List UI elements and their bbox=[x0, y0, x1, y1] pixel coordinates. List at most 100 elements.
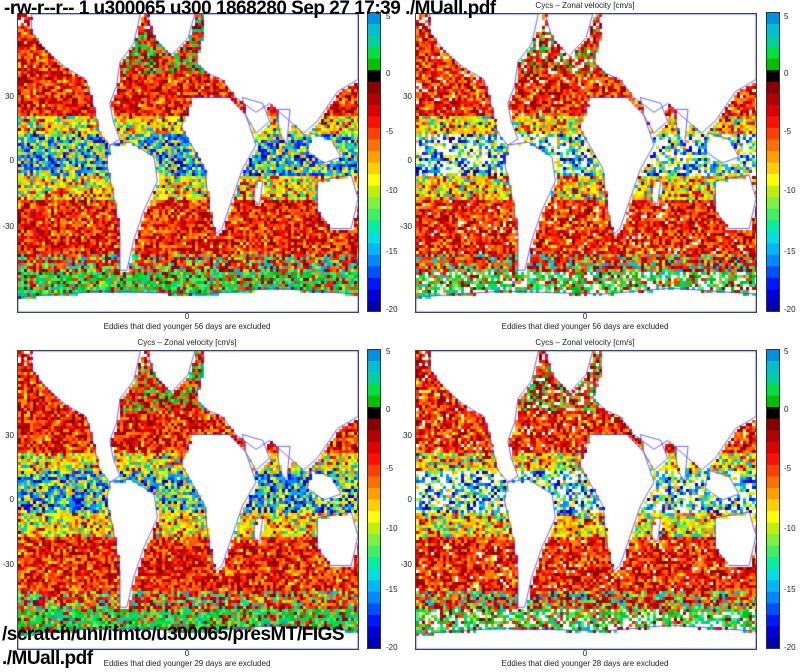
colorbar-swatch bbox=[766, 579, 780, 592]
colorbar-tick: -5 bbox=[386, 464, 394, 473]
colorbar-swatch bbox=[766, 625, 780, 638]
colorbar-tick: -15 bbox=[784, 247, 796, 256]
x-tick-label: 0 bbox=[582, 649, 588, 658]
colorbar-tick: -10 bbox=[784, 186, 796, 195]
colorbar-swatch bbox=[766, 127, 780, 140]
y-tick-label: -30 bbox=[2, 560, 14, 569]
y-tick-label: 0 bbox=[407, 495, 412, 504]
velocity-map bbox=[17, 13, 359, 313]
colorbar-swatch bbox=[766, 150, 780, 163]
x-tick-label: 0 bbox=[184, 312, 190, 321]
file-path-line2: ./MUall.pdf bbox=[2, 648, 93, 669]
colorbar-swatch bbox=[766, 360, 780, 373]
colorbar-swatch bbox=[766, 196, 780, 209]
colorbar-swatch bbox=[766, 288, 780, 301]
colorbar-swatch bbox=[367, 349, 381, 362]
colorbar-swatch bbox=[367, 58, 381, 71]
y-tick-label: 30 bbox=[5, 92, 14, 101]
colorbar-swatch bbox=[766, 12, 780, 25]
colorbar-tick: 0 bbox=[784, 405, 789, 414]
colorbar-swatch bbox=[766, 499, 780, 512]
colorbar-swatch bbox=[367, 510, 381, 523]
colorbar-swatch bbox=[367, 602, 381, 615]
y-tick-label: 0 bbox=[9, 156, 14, 165]
colorbar-tick: 5 bbox=[784, 347, 789, 356]
colorbar-swatch bbox=[367, 265, 381, 278]
colorbar-tick: -10 bbox=[784, 524, 796, 533]
panel-title: Cycs – Zonal velocity [cm/s] bbox=[535, 1, 635, 10]
colorbar-swatch bbox=[766, 395, 780, 408]
colorbar-swatch bbox=[766, 545, 780, 558]
colorbar-swatch bbox=[766, 104, 780, 117]
colorbar-swatch bbox=[367, 568, 381, 581]
colorbar-swatch bbox=[766, 242, 780, 255]
colorbar bbox=[367, 349, 381, 649]
panel-title: Cycs – Zonal velocity [cm/s] bbox=[137, 338, 237, 347]
colorbar-swatch bbox=[766, 429, 780, 442]
y-tick-label: 0 bbox=[407, 156, 412, 165]
colorbar-swatch bbox=[367, 614, 381, 627]
colorbar-swatch bbox=[367, 127, 381, 140]
colorbar-tick: -20 bbox=[784, 305, 796, 314]
colorbar-swatch bbox=[367, 475, 381, 488]
colorbar bbox=[766, 349, 780, 649]
colorbar-swatch bbox=[367, 429, 381, 442]
x-tick-label: 0 bbox=[184, 649, 190, 658]
colorbar-swatch bbox=[367, 591, 381, 604]
colorbar-swatch bbox=[766, 510, 780, 523]
colorbar-swatch bbox=[367, 162, 381, 175]
colorbar-swatch bbox=[766, 452, 780, 465]
colorbar-swatch bbox=[766, 475, 780, 488]
colorbar bbox=[766, 12, 780, 312]
colorbar-swatch bbox=[367, 185, 381, 198]
colorbar-tick: -20 bbox=[386, 643, 398, 652]
colorbar-swatch bbox=[766, 231, 780, 244]
colorbar-swatch bbox=[367, 395, 381, 408]
colorbar-swatch bbox=[367, 418, 381, 431]
colorbar-tick: 0 bbox=[784, 69, 789, 78]
colorbar-swatch bbox=[766, 406, 780, 419]
colorbar-swatch bbox=[766, 81, 780, 94]
colorbar-swatch bbox=[766, 46, 780, 59]
exclusion-note: Eddies that died younger 56 days are exc… bbox=[103, 322, 271, 331]
colorbar-tick: 5 bbox=[386, 12, 391, 21]
colorbar-swatch bbox=[766, 418, 780, 431]
colorbar-tick: -15 bbox=[784, 585, 796, 594]
colorbar-swatch bbox=[766, 441, 780, 454]
exclusion-note: Eddies that died younger 56 days are exc… bbox=[501, 322, 669, 331]
y-tick-label: -30 bbox=[2, 222, 14, 231]
colorbar-swatch bbox=[367, 556, 381, 569]
colorbar-tick: -15 bbox=[386, 247, 398, 256]
colorbar-swatch bbox=[367, 12, 381, 25]
file-path-line1: /scratch/uni/ifmto/u300065/presMT/FIGS bbox=[2, 624, 345, 645]
x-tick-label: 0 bbox=[582, 312, 588, 321]
colorbar-swatch bbox=[766, 92, 780, 105]
y-tick-label: 30 bbox=[403, 92, 412, 101]
colorbar-swatch bbox=[367, 579, 381, 592]
colorbar-swatch bbox=[367, 464, 381, 477]
colorbar-tick: 5 bbox=[784, 12, 789, 21]
colorbar-tick: -15 bbox=[386, 585, 398, 594]
colorbar-swatch bbox=[766, 637, 780, 649]
colorbar-swatch bbox=[766, 219, 780, 232]
y-tick-label: 30 bbox=[403, 431, 412, 440]
colorbar-tick: -20 bbox=[386, 305, 398, 314]
colorbar-swatch bbox=[766, 185, 780, 198]
colorbar-frame bbox=[766, 349, 780, 649]
colorbar-swatch bbox=[367, 383, 381, 396]
colorbar-swatch bbox=[367, 115, 381, 128]
colorbar-swatch bbox=[367, 104, 381, 117]
panel-title: Cycs – Zonal velocity [cm/s] bbox=[535, 338, 635, 347]
colorbar-tick: -5 bbox=[386, 127, 394, 136]
colorbar-swatch bbox=[367, 46, 381, 59]
colorbar-swatch bbox=[367, 533, 381, 546]
colorbar-swatch bbox=[367, 208, 381, 221]
colorbar-swatch bbox=[367, 173, 381, 186]
y-tick-label: -30 bbox=[400, 222, 412, 231]
colorbar-swatch bbox=[766, 568, 780, 581]
colorbar-swatch bbox=[766, 254, 780, 267]
exclusion-note: Eddies that died younger 28 days are exc… bbox=[501, 659, 669, 668]
colorbar-swatch bbox=[367, 288, 381, 301]
colorbar-swatch bbox=[367, 242, 381, 255]
colorbar-frame bbox=[367, 349, 381, 649]
